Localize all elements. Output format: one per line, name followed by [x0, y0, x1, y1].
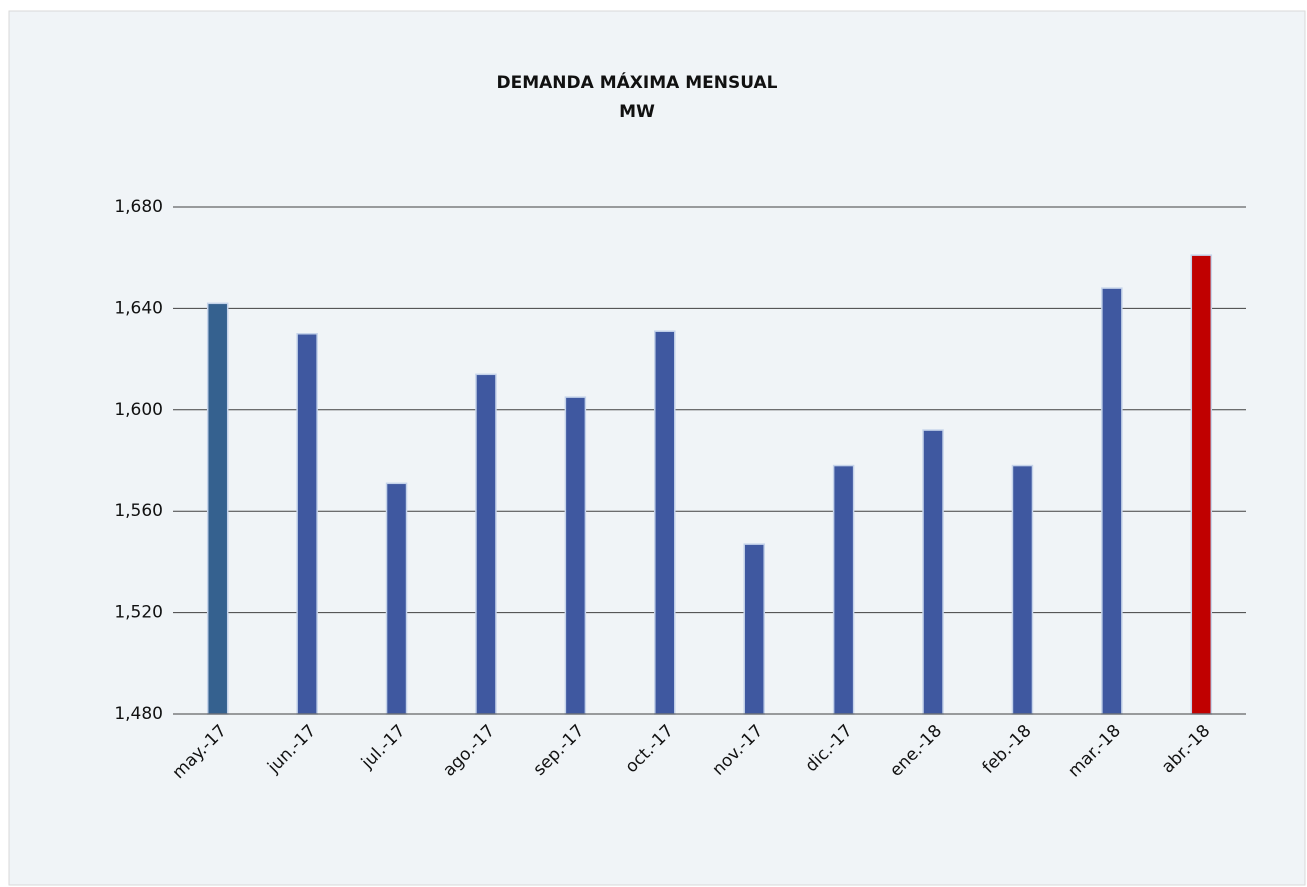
bar	[296, 333, 318, 715]
bar	[385, 482, 408, 715]
chart-title: DEMANDA MÁXIMA MENSUAL	[497, 71, 778, 93]
chart-subtitle: MW	[619, 102, 655, 122]
bar	[743, 543, 765, 715]
y-tick-label: 1,520	[114, 603, 163, 623]
y-tick-label: 1,600	[114, 400, 163, 420]
y-tick-label: 1,480	[114, 704, 163, 724]
y-tick-label: 1,640	[114, 298, 163, 318]
bar	[1101, 287, 1123, 715]
y-tick-label: 1,680	[114, 197, 163, 217]
bar	[832, 464, 855, 715]
bar	[922, 429, 944, 715]
bar	[564, 396, 587, 715]
bar	[654, 330, 676, 715]
y-tick-label: 1,560	[114, 501, 163, 521]
bar	[206, 302, 229, 715]
bar	[475, 373, 497, 715]
bar	[1011, 464, 1034, 715]
bar	[1190, 254, 1213, 715]
